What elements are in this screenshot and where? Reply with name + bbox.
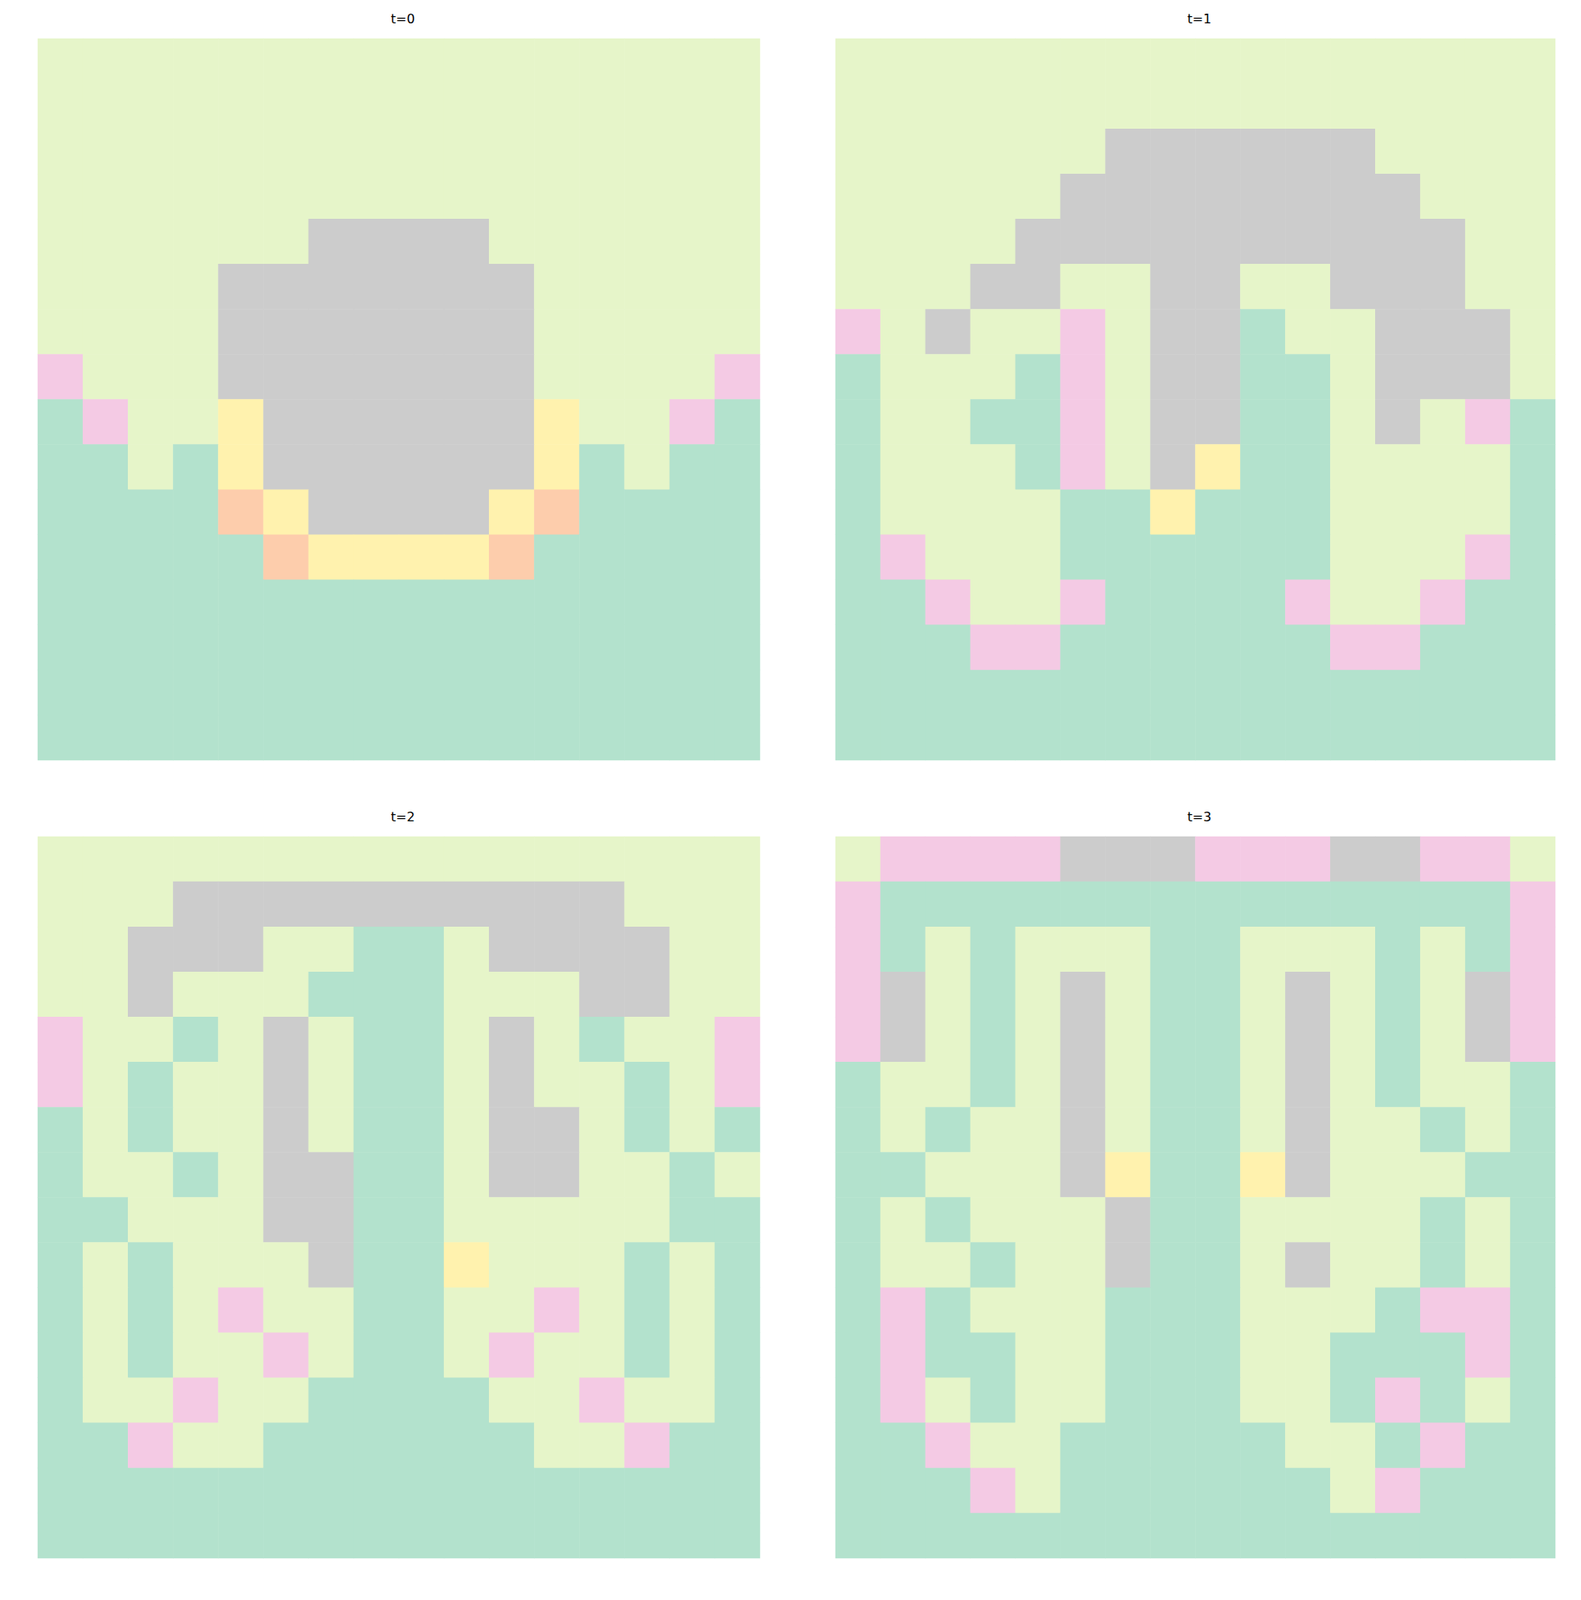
- svg-text:t=2: t=2: [390, 808, 415, 825]
- svg-text:t=1: t=1: [1187, 11, 1212, 27]
- svg-text:t=0: t=0: [390, 11, 415, 27]
- svg-text:t=3: t=3: [1187, 808, 1212, 825]
